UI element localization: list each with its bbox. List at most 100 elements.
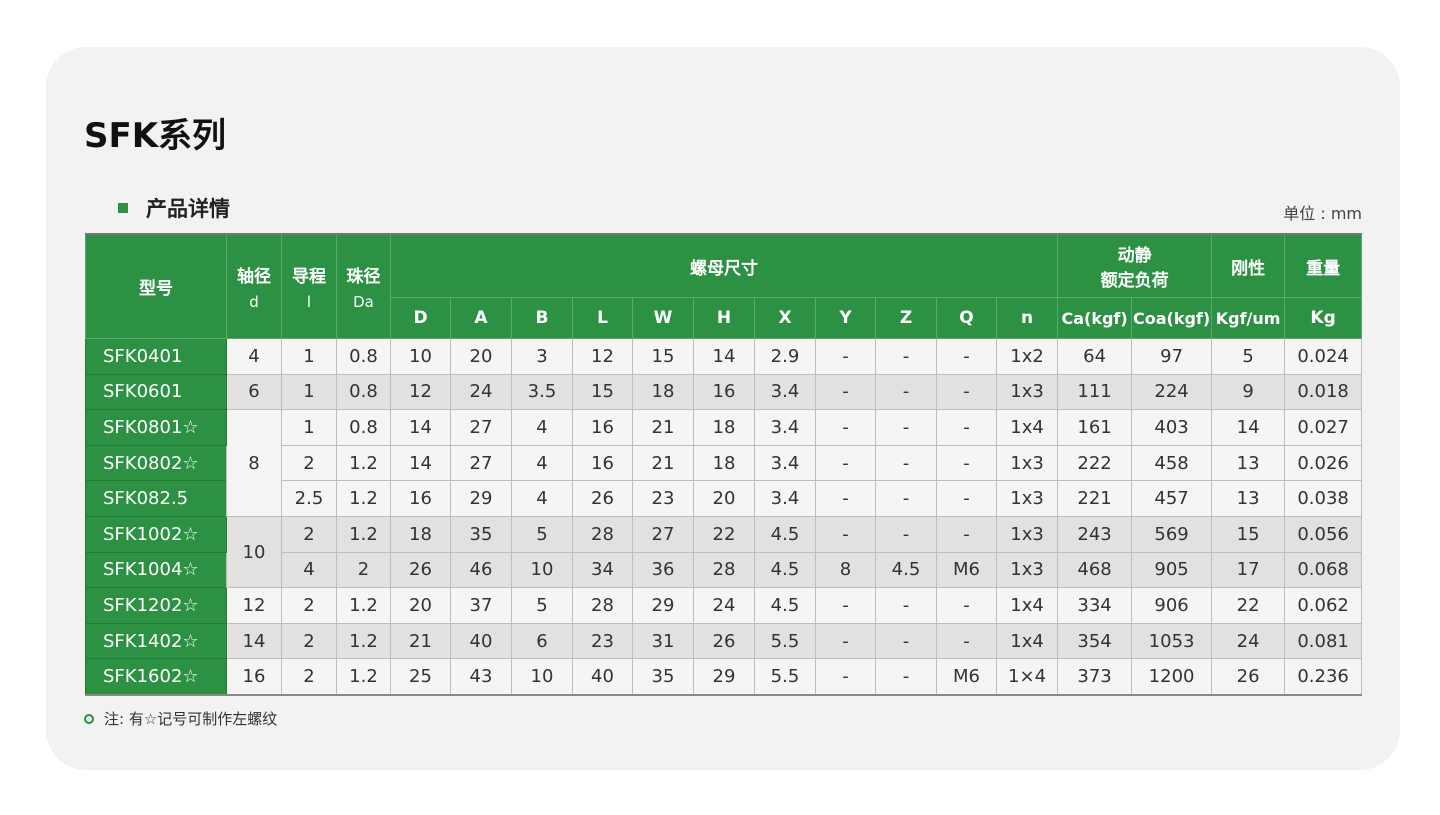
cell-kg: 0.027 [1284, 409, 1363, 446]
cell-z: - [875, 480, 937, 517]
cell-model: SFK082.5 [85, 480, 227, 517]
cell-da: 1.2 [336, 444, 391, 482]
footnote-text: 注: 有☆记号可制作左螺纹 [104, 710, 278, 728]
cell-x: 2.9 [754, 338, 816, 375]
header-l: 导程 l [281, 233, 337, 339]
header-h: H [693, 297, 755, 339]
cell-y: - [815, 338, 876, 375]
cell-kg: 0.026 [1284, 444, 1363, 482]
cell-d: 6 [226, 373, 282, 411]
section-title: 产品详情 [146, 197, 230, 221]
cell-k: 13 [1211, 480, 1286, 517]
cell-a: 35 [450, 515, 512, 553]
cell-ca: 354 [1057, 622, 1133, 660]
cell-kg: 0.024 [1284, 338, 1363, 375]
cell-h: 28 [693, 551, 755, 589]
cell-da: 0.8 [336, 338, 391, 375]
cell-da: 0.8 [336, 373, 391, 411]
cell-model: SFK1002☆ [85, 515, 227, 553]
cell-y: - [815, 480, 876, 517]
cell-k: 22 [1211, 587, 1286, 624]
header-d: D [390, 297, 451, 339]
header-y: Y [815, 297, 876, 339]
cell-w: 18 [632, 373, 694, 411]
cell-d: 20 [390, 587, 451, 624]
cell-model: SFK0601 [85, 373, 227, 411]
cell-model: SFK1402☆ [85, 622, 227, 660]
table-row: SFK0801☆ 8 1 0.8 14 27 4 16 21 18 3.4- - -1x4 161 403 1… [85, 409, 1363, 517]
cell-l: 16 [572, 444, 633, 482]
cell-l: 2 [281, 587, 337, 624]
cell-l: 1 [281, 338, 337, 375]
cell-a: 37 [450, 587, 512, 624]
cell-da: 1.2 [336, 515, 391, 553]
cell-a: 29 [450, 480, 512, 517]
header-load-line1: 动静 [1117, 246, 1152, 266]
cell-ca: 111 [1057, 373, 1133, 411]
cell-da: 1.2 [336, 658, 391, 696]
cell-d: 26 [390, 551, 451, 589]
cell-da: 2 [336, 551, 391, 589]
header-da-label: 珠径 [346, 267, 381, 287]
table-row: SFK0601 6 1 0.8 12 24 3.5 15 18 16 3.4- - -1x3 111 224… [85, 373, 1363, 411]
cell-w: 23 [632, 480, 694, 517]
cell-da: 1.2 [336, 622, 391, 660]
cell-k: 26 [1211, 658, 1286, 696]
cell-kg: 0.081 [1284, 622, 1363, 660]
table-row: SFK0401 4 1 0.8 10 20 3 12 15 14 2.9- - -1x2 64 97 5 0.0… [85, 338, 1363, 375]
cell-q: - [936, 587, 997, 624]
table-row: SFK1202☆ 12 2 1.2 20 37 5 28 29 24 4.5- - -1x4 334 906… [85, 587, 1363, 624]
cell-w: 36 [632, 551, 694, 589]
cell-model: SFK0401 [85, 338, 227, 375]
cell-z: - [875, 338, 937, 375]
cell-l: 23 [572, 622, 633, 660]
cell-model: SFK0801☆ [85, 409, 227, 446]
cell-a: 20 [450, 338, 512, 375]
cell-kg: 0.038 [1284, 480, 1363, 517]
cell-z: - [875, 587, 937, 624]
cell-b: 10 [511, 551, 573, 589]
cell-h: 29 [693, 658, 755, 696]
cell-q: - [936, 373, 997, 411]
header-weight: 重量 [1284, 233, 1363, 298]
table-row: SFK1002☆ 10 2 1.2 18 35 5 28 27 22 4.5- - -1x3 243 569… [85, 515, 1363, 589]
cell-d: 14 [226, 622, 282, 660]
cell-l: 2 [281, 515, 337, 553]
cell-w: 29 [632, 587, 694, 624]
header-model: 型号 [85, 233, 227, 339]
cell-w: 27 [632, 515, 694, 553]
cell-w: 31 [632, 622, 694, 660]
cell-k: 17 [1211, 551, 1286, 589]
cell-d: 12 [390, 373, 451, 411]
cell-l: 12 [572, 338, 633, 375]
cell-q: - [936, 515, 997, 553]
cell-ca: 64 [1057, 338, 1133, 375]
cell-h: 18 [693, 409, 755, 446]
table-row: SFK0802☆ 2 1.2 14 27 4 16 21 18 3.4- - -1x3 222 458 13… [85, 444, 1363, 482]
cell-n: 1x3 [995, 480, 1059, 517]
header-n: n [995, 297, 1059, 339]
cell-l: 4 [281, 551, 337, 589]
header-da: 珠径 Da [336, 233, 391, 339]
header-l: L [572, 297, 633, 339]
cell-k: 5 [1211, 338, 1286, 375]
cell-n: 1x4 [995, 587, 1059, 624]
cell-coa: 403 [1131, 409, 1213, 446]
header-stiffness-unit: Kgf/um [1211, 297, 1286, 339]
cell-kg: 0.018 [1284, 373, 1363, 411]
cell-n: 1x3 [995, 515, 1059, 553]
cell-ca: 222 [1057, 444, 1133, 482]
cell-ca: 221 [1057, 480, 1133, 517]
header-d-sub: d [249, 293, 259, 311]
cell-q: - [936, 444, 997, 482]
cell-n: 1x4 [995, 622, 1059, 660]
cell-w: 15 [632, 338, 694, 375]
cell-b: 3 [511, 338, 573, 375]
cell-h: 14 [693, 338, 755, 375]
cell-y: - [815, 622, 876, 660]
cell-b: 3.5 [511, 373, 573, 411]
cell-x: 3.4 [754, 444, 816, 482]
page-title: SFK系列 [84, 116, 227, 156]
cell-model: SFK0802☆ [85, 444, 227, 482]
cell-h: 22 [693, 515, 755, 553]
